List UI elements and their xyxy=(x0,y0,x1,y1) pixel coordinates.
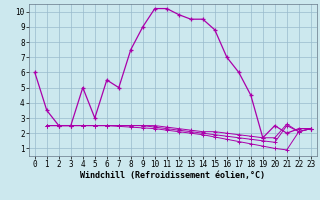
X-axis label: Windchill (Refroidissement éolien,°C): Windchill (Refroidissement éolien,°C) xyxy=(80,171,265,180)
